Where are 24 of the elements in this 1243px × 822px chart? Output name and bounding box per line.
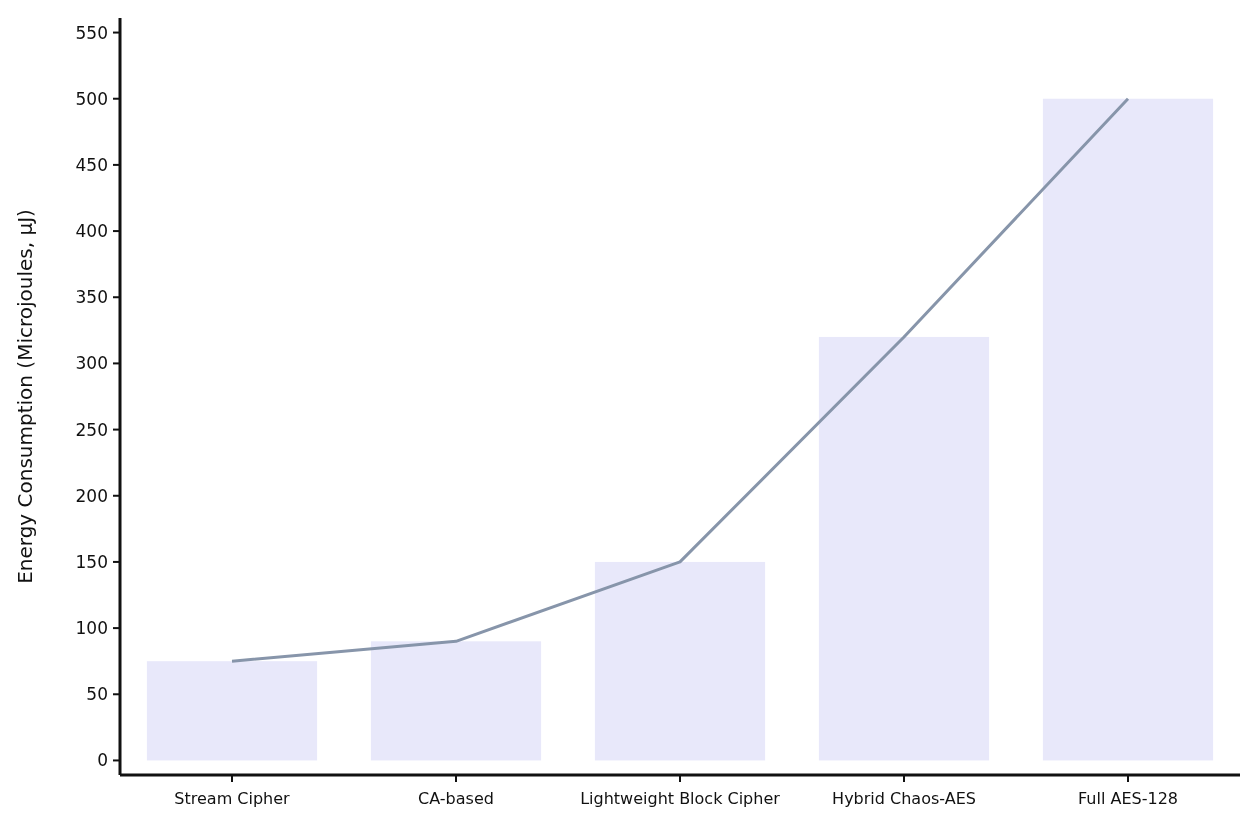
x-tick-label: Lightweight Block Cipher: [580, 789, 781, 808]
y-tick-label: 500: [75, 88, 108, 109]
x-tick-label: CA-based: [418, 789, 494, 808]
y-tick-label: 400: [75, 221, 108, 242]
x-tick-label: Stream Cipher: [174, 789, 291, 808]
y-tick-label: 350: [75, 287, 108, 308]
y-tick-label: 0: [97, 750, 108, 771]
y-tick-label: 50: [86, 684, 108, 705]
y-axis-title: Energy Consumption (Microjoules, μJ): [13, 209, 37, 584]
y-tick-label: 150: [75, 551, 108, 572]
y-tick-label: 300: [75, 353, 108, 374]
x-tick-label: Full AES-128: [1078, 789, 1178, 808]
line-series: [230, 97, 1130, 663]
bar: [146, 661, 318, 761]
x-tick-label: Hybrid Chaos-AES: [832, 789, 976, 808]
bar: [818, 336, 990, 761]
y-tick-label: 200: [75, 485, 108, 506]
y-tick-label: 100: [75, 618, 108, 639]
y-tick-label: 250: [75, 419, 108, 440]
y-tick-label: 550: [75, 22, 108, 43]
bar: [1042, 98, 1214, 761]
y-tick-label: 450: [75, 154, 108, 175]
bar: [594, 561, 766, 761]
bar: [370, 641, 542, 761]
